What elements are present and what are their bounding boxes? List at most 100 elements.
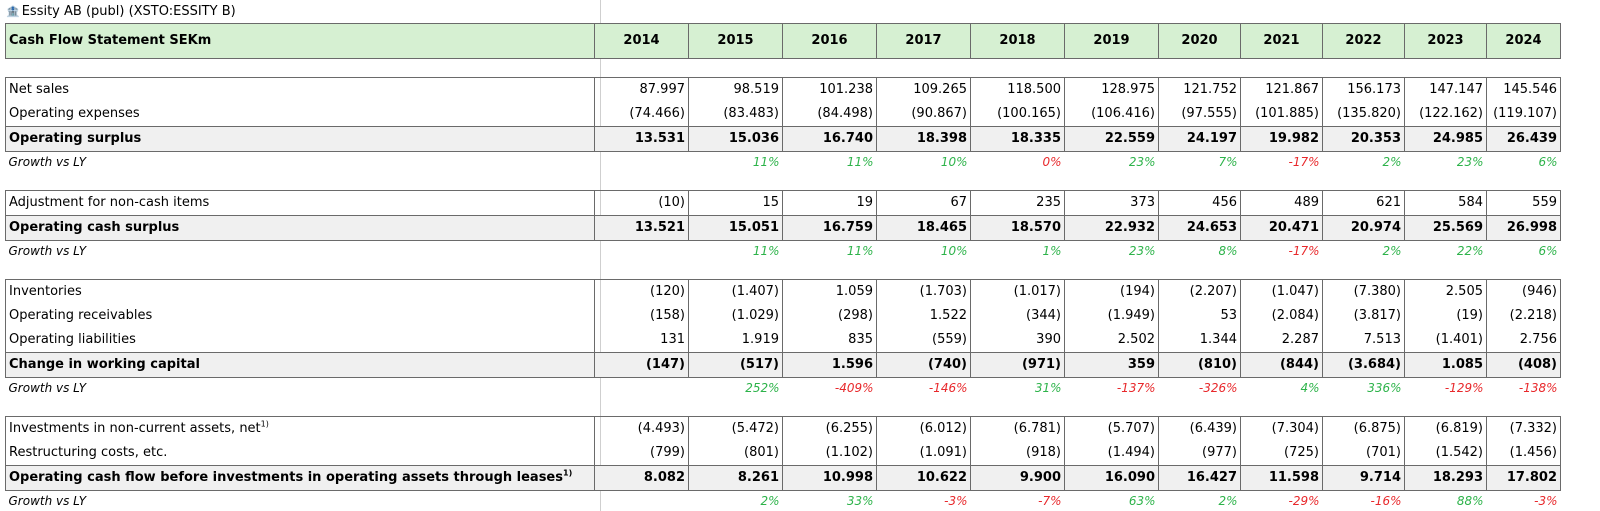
- value-cell: (1.542): [1404, 441, 1487, 466]
- value-cell: (4.493): [594, 416, 689, 441]
- value-cell: (1.494): [1064, 441, 1159, 466]
- value-cell: (5.707): [1064, 416, 1159, 441]
- value-cell: (106.416): [1064, 102, 1159, 127]
- value-cell: 22.932: [1064, 215, 1159, 241]
- growth-cell: 23%: [1128, 155, 1156, 169]
- growth-cell: [595, 241, 689, 262]
- value-cell: (977): [1158, 441, 1241, 466]
- growth-cell: 11%: [752, 155, 780, 169]
- row-label-text: Operating liabilities: [9, 332, 136, 347]
- row-label: Operating surplus: [5, 126, 595, 152]
- growth-label: Growth vs LY: [8, 155, 87, 169]
- row-label: Investments in non-current assets, net1): [5, 416, 595, 441]
- value-cell: 22.559: [1064, 126, 1159, 152]
- value-cell: (6.439): [1158, 416, 1241, 441]
- value-cell: (918): [970, 441, 1065, 466]
- value-cell: 20.471: [1240, 215, 1323, 241]
- table-row: Net sales 87.997 98.519 101.238 109.265 118.5…: [5, 77, 1561, 102]
- growth-cell: [595, 378, 689, 399]
- growth-cell: 23%: [1456, 155, 1484, 169]
- year-header: 2016: [782, 23, 877, 59]
- value-cell: 235: [970, 190, 1065, 216]
- value-cell: 16.759: [782, 215, 877, 241]
- row-label-text: Change in working capital: [9, 357, 200, 372]
- value-cell: 1.059: [782, 279, 877, 304]
- growth-cell: 8%: [1218, 244, 1238, 258]
- footnote-marker: 1): [563, 468, 573, 478]
- growth-cell: 4%: [1300, 381, 1320, 395]
- value-cell: 373: [1064, 190, 1159, 216]
- row-label-text: Operating surplus: [9, 131, 142, 146]
- value-cell: 15.036: [688, 126, 783, 152]
- value-cell: 18.570: [970, 215, 1065, 241]
- value-cell: (6.781): [970, 416, 1065, 441]
- value-cell: (90.867): [876, 102, 971, 127]
- row-label-text: Operating expenses: [9, 106, 140, 121]
- value-cell: 456: [1158, 190, 1241, 216]
- growth-row: Growth vs LY 2% 33% -3% -7% 63% 2% -29% -16% 88% -…: [6, 491, 1561, 511]
- value-cell: 25.569: [1404, 215, 1487, 241]
- growth-cell: [595, 491, 689, 511]
- value-cell: 18.398: [876, 126, 971, 152]
- value-cell: (344): [970, 304, 1065, 328]
- row-label: Change in working capital: [5, 352, 595, 378]
- row-label: Operating liabilities: [5, 328, 595, 353]
- value-cell: (1.017): [970, 279, 1065, 304]
- value-cell: (120): [594, 279, 689, 304]
- growth-row: Growth vs LY 11% 11% 10% 1% 23% 8% -17% 2% 22% 6%: [6, 241, 1561, 262]
- year-header: 2021: [1240, 23, 1323, 59]
- table-row: Operating receivables (158) (1.029) (298) 1.…: [5, 304, 1561, 328]
- value-cell: (1.047): [1240, 279, 1323, 304]
- value-cell: 24.653: [1158, 215, 1241, 241]
- page-title: 🏦 Essity AB (publ) (XSTO:ESSITY B): [6, 3, 236, 21]
- value-cell: (158): [594, 304, 689, 328]
- value-cell: 67: [876, 190, 971, 216]
- value-cell: (701): [1322, 441, 1405, 466]
- row-label-text: Operating receivables: [9, 308, 153, 323]
- table-row: Investments in non-current assets, net1)…: [5, 416, 1561, 441]
- value-cell: (122.162): [1404, 102, 1487, 127]
- value-cell: 8.261: [688, 465, 783, 491]
- value-cell: (1.703): [876, 279, 971, 304]
- value-cell: (7.304): [1240, 416, 1323, 441]
- value-cell: (1.401): [1404, 328, 1487, 353]
- value-cell: (517): [688, 352, 783, 378]
- table-row: Adjustment for non-cash items (10) 15 19 67 2…: [5, 190, 1561, 216]
- growth-cell: 2%: [1382, 155, 1402, 169]
- value-cell: (100.165): [970, 102, 1065, 127]
- row-label-text: Operating cash surplus: [9, 220, 180, 235]
- growth-cell: 22%: [1456, 244, 1484, 258]
- value-cell: (1.407): [688, 279, 783, 304]
- cash-flow-table: Cash Flow Statement SEKm 2014 2015 2016 2017…: [5, 23, 1561, 511]
- row-label: Restructuring costs, etc.: [5, 441, 595, 466]
- company-name: Essity AB (publ) (XSTO:ESSITY B): [21, 4, 236, 19]
- growth-cell: 23%: [1128, 244, 1156, 258]
- value-cell: 20.974: [1322, 215, 1405, 241]
- value-cell: (6.012): [876, 416, 971, 441]
- value-cell: 20.353: [1322, 126, 1405, 152]
- value-cell: 11.598: [1240, 465, 1323, 491]
- value-cell: (10): [594, 190, 689, 216]
- header-label: Cash Flow Statement SEKm: [5, 23, 595, 59]
- value-cell: 118.500: [970, 77, 1065, 102]
- value-cell: 1.522: [876, 304, 971, 328]
- value-cell: (84.498): [782, 102, 877, 127]
- value-cell: 2.756: [1486, 328, 1561, 353]
- row-label-text: Investments in non-current assets, net: [9, 421, 261, 436]
- value-cell: 10.998: [782, 465, 877, 491]
- row-label: Adjustment for non-cash items: [5, 190, 595, 216]
- spacer-cell: [6, 172, 1561, 191]
- growth-row: Growth vs LY 252% -409% -146% 31% -137% -326% 4…: [6, 378, 1561, 399]
- year-header: 2015: [688, 23, 783, 59]
- growth-cell: -138%: [1518, 381, 1558, 395]
- growth-cell: 31%: [1034, 381, 1062, 395]
- growth-cell: 10%: [940, 155, 968, 169]
- growth-cell: 2%: [760, 494, 780, 508]
- table-row: Inventories (120) (1.407) 1.059 (1.703) (1.01…: [5, 279, 1561, 304]
- value-cell: 621: [1322, 190, 1405, 216]
- value-cell: (810): [1158, 352, 1241, 378]
- year-header: 2014: [594, 23, 689, 59]
- growth-cell: -409%: [834, 381, 874, 395]
- value-cell: (298): [782, 304, 877, 328]
- growth-cell: 2%: [1382, 244, 1402, 258]
